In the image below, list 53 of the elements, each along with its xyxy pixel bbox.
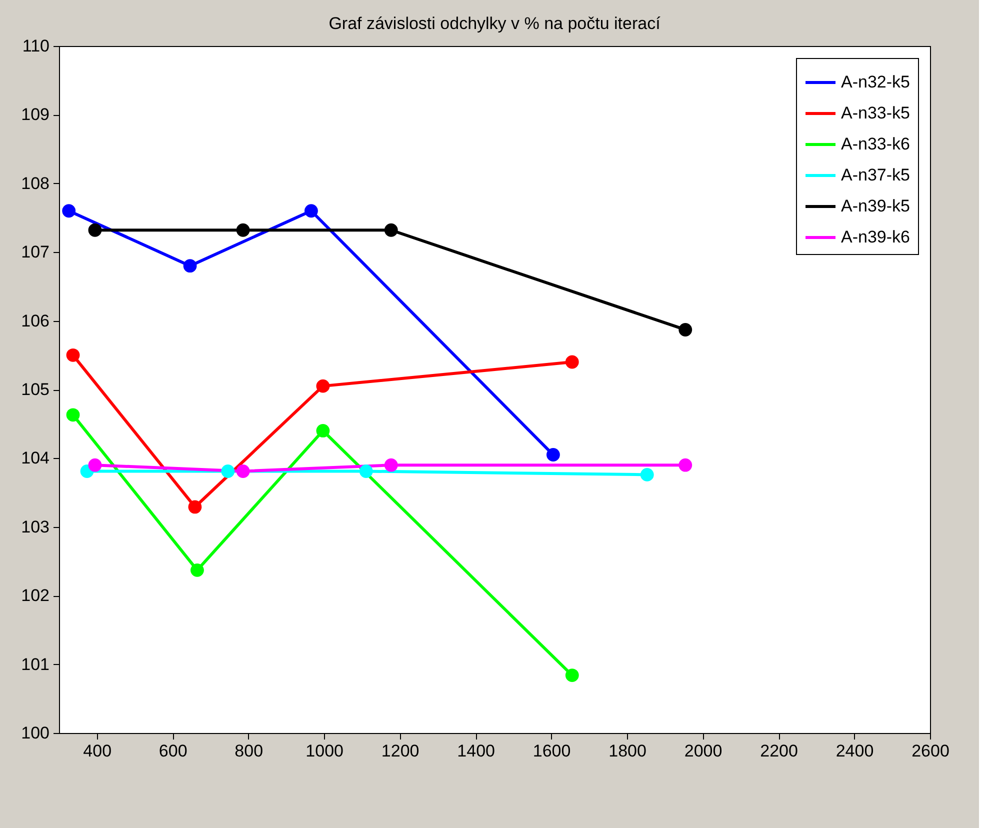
point: [316, 379, 330, 393]
y-tick-label: 110: [22, 36, 50, 56]
point: [678, 323, 692, 336]
y-tick-label: 101: [21, 654, 50, 674]
x-tick-label: 2600: [912, 742, 950, 760]
legend-label: A-n32-k5: [841, 72, 910, 92]
legend-label: A-n39-k5: [841, 196, 910, 216]
point: [304, 204, 318, 218]
y-tick-label: 109: [21, 105, 50, 124]
point: [384, 458, 398, 472]
chart-title: Graf závislosti odchylky v % na počtu iterací: [328, 14, 661, 33]
y-tick-label: 106: [21, 311, 50, 330]
y-tick-label: 104: [21, 448, 50, 468]
x-tick-label: 1400: [457, 742, 495, 760]
x-tick-label: 1000: [306, 742, 344, 760]
x-tick-label: 2000: [684, 742, 722, 760]
point: [384, 223, 398, 237]
point: [678, 458, 692, 472]
x-tick-label: 2200: [760, 742, 798, 760]
x-tick-label: 600: [158, 742, 188, 760]
point: [66, 348, 80, 362]
x-tick-label: 800: [234, 742, 264, 760]
point: [546, 448, 560, 462]
point: [66, 408, 80, 422]
point: [183, 259, 197, 273]
point: [88, 458, 102, 472]
point: [565, 355, 579, 369]
y-tick-label: 102: [21, 586, 50, 606]
y-tick-label: 108: [21, 174, 50, 193]
y-tick-label: 105: [21, 380, 50, 399]
point: [221, 464, 235, 478]
x-tick-label: 2400: [836, 742, 874, 760]
legend-label: A-n39-k6: [841, 228, 910, 246]
x-tick-label: 1800: [608, 742, 646, 760]
legend-label: A-n37-k5: [841, 166, 910, 184]
point: [88, 223, 102, 237]
legend-label: A-n33-k6: [841, 134, 910, 154]
point: [316, 424, 330, 438]
point: [236, 464, 250, 478]
point: [190, 563, 204, 577]
point: [62, 204, 76, 218]
legend-label: A-n33-k5: [841, 104, 910, 122]
point: [236, 223, 250, 237]
x-tick-label: 400: [83, 742, 112, 760]
point: [359, 464, 373, 478]
y-tick-label: 100: [21, 724, 50, 742]
point: [565, 668, 579, 682]
point: [640, 468, 654, 482]
point: [188, 500, 202, 514]
y-tick-label: 107: [21, 242, 50, 262]
y-tick-label: 103: [21, 517, 50, 536]
x-tick-label: 1200: [381, 742, 420, 760]
x-tick-label: 1600: [532, 742, 571, 760]
